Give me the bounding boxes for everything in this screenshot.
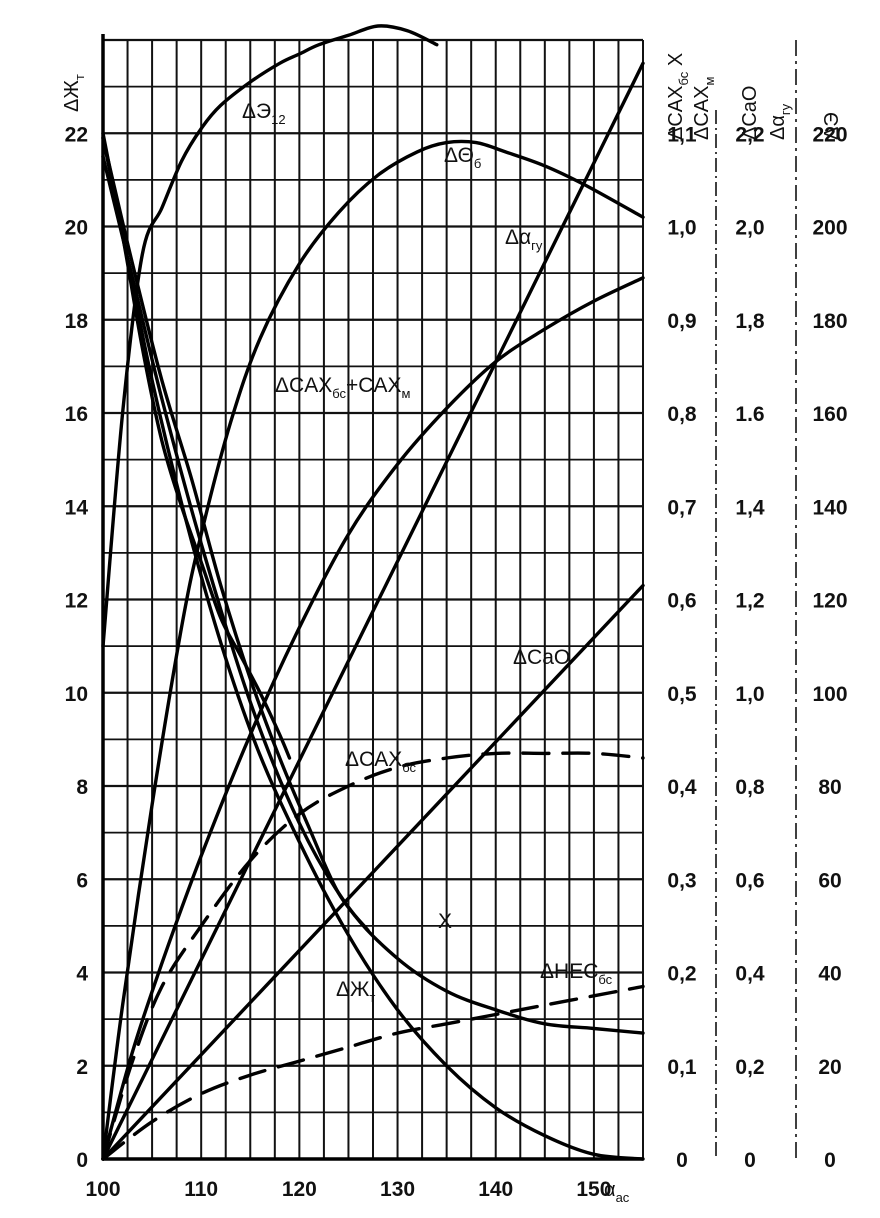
right-axis-1-tick-label: 0,2 (667, 963, 696, 986)
series-line-8 (101, 984, 645, 1161)
right-axis-3-tick-label: 200 (812, 217, 847, 240)
right-axis-1-tick-label: 0,6 (667, 590, 696, 613)
left-tick-label: 0 (76, 1149, 88, 1172)
right-axis-1-tick-label: 1,1 (667, 123, 697, 146)
x-tick-label: 110 (184, 1178, 218, 1201)
curve-labels: ΔЭ12 ΔΘб Δαгу ΔCAXбс+CAXм ΔCaO ΔCAXбс X ΔЖт ΔHEC… (242, 100, 613, 1005)
left-tick-label: 6 (76, 869, 88, 892)
right-axis-1-tick-label: 0 (676, 1149, 688, 1172)
series-line-10 (101, 136, 370, 933)
left-tick-label: 10 (65, 683, 88, 706)
right-axis-2-tick-label: 0,4 (735, 963, 765, 986)
series-line-9 (101, 136, 292, 760)
right-axis-1-tick-label: 0,4 (667, 776, 697, 799)
x-tick-label: 130 (380, 1178, 415, 1201)
right-axis-2-tick-label: 0 (744, 1149, 756, 1172)
curve-label-3: ΔCAXбс+CAXм (275, 374, 410, 401)
right-axis-3-tick-label: 220 (812, 123, 847, 146)
x-tick-label: 150 (576, 1178, 611, 1201)
right-axis-3-tick-label: 140 (812, 496, 847, 519)
right-axis-1-tick-label: 0,9 (667, 310, 696, 333)
right-axis-2-tick-label: 1.6 (735, 403, 764, 426)
right-axis-1-tick-label: 0,1 (667, 1056, 697, 1079)
series-line-3 (101, 276, 645, 1161)
right-axis-2-tick-label: 0,6 (735, 869, 764, 892)
curve-label-2: Δαгу (505, 226, 543, 253)
left-tick-label: 14 (65, 496, 89, 519)
x-tick-label: 100 (85, 1178, 120, 1201)
x-tick-label: 120 (282, 1178, 317, 1201)
axis-tick-labels: 100 110 120 130 140 150024681012141618202200,… (65, 123, 848, 1201)
right-axis-1-tick-label: 0,7 (667, 496, 696, 519)
left-tick-label: 4 (76, 963, 88, 986)
right-axis-3-title: ΔЭ (821, 112, 843, 140)
curve-label-1: ΔΘб (444, 144, 481, 171)
series-line-1 (101, 139, 645, 1161)
left-axis-title: ΔЖт (61, 74, 87, 112)
right-axis-1-tick-label: 0,3 (667, 869, 696, 892)
right-axis-2-title-2: Δαгу (767, 103, 793, 140)
series-line-6 (101, 154, 645, 1035)
right-axis-3-tick-label: 120 (812, 590, 847, 613)
right-axis-1-tick-label: 0,5 (667, 683, 697, 706)
right-axis-2-tick-label: 0,8 (735, 776, 765, 799)
right-axis-2-tick-label: 0,2 (735, 1056, 764, 1079)
left-tick-label: 2 (76, 1056, 88, 1079)
right-axis-1-title: ΔCAXбс X (665, 53, 691, 140)
right-axis-3-tick-label: 180 (812, 310, 847, 333)
x-axis-title: αac (604, 1179, 630, 1205)
series-line-2 (101, 61, 645, 1161)
right-axis-3-tick-label: 80 (818, 776, 841, 799)
chart-grid (101, 34, 644, 1161)
curve-label-5: ΔCAXбс (345, 748, 417, 775)
curve-label-6: X (438, 910, 452, 933)
series-line-7 (101, 131, 645, 1161)
series-line-0 (101, 24, 439, 648)
right-axis-2-tick-label: 1,4 (735, 496, 765, 519)
left-tick-label: 12 (65, 590, 88, 613)
right-axis-2-tick-label: 2,0 (735, 217, 764, 240)
right-axis-3-tick-label: 100 (812, 683, 847, 706)
right-axis-3-tick-label: 20 (818, 1056, 841, 1079)
curve-label-4: ΔCaO (513, 646, 570, 669)
right-axis-2-tick-label: 1,0 (735, 683, 764, 706)
right-axis-1-tick-label: 1,0 (667, 217, 696, 240)
right-axis-3-tick-label: 160 (812, 403, 847, 426)
right-axis-1-tick-label: 0,8 (667, 403, 697, 426)
chart-curves (101, 24, 645, 1161)
right-axis-2-tick-label: 2,2 (735, 123, 764, 146)
right-axis-3-tick-label: 40 (818, 963, 841, 986)
right-axis-2-tick-label: 1,2 (735, 590, 764, 613)
series-line-5 (101, 751, 645, 1161)
right-axis-2-title: ΔCaO (739, 86, 761, 140)
left-tick-label: 8 (76, 776, 88, 799)
left-tick-label: 20 (65, 217, 88, 240)
left-tick-label: 16 (65, 403, 88, 426)
right-axis-separators (715, 40, 797, 1160)
series-line-4 (101, 583, 645, 1161)
curve-label-0: ΔЭ12 (242, 100, 286, 127)
curve-label-8: ΔHECбс (540, 960, 613, 987)
right-axis-3-tick-label: 0 (824, 1149, 836, 1172)
right-axis-3-tick-label: 60 (818, 869, 841, 892)
right-axis-1-title-2: ΔCAXм (691, 77, 717, 140)
x-tick-label: 140 (478, 1178, 513, 1201)
right-axis-2-tick-label: 1,8 (735, 310, 765, 333)
left-tick-label: 18 (65, 310, 89, 333)
left-tick-label: 22 (65, 123, 88, 146)
curve-label-7: ΔЖт (336, 978, 375, 1005)
